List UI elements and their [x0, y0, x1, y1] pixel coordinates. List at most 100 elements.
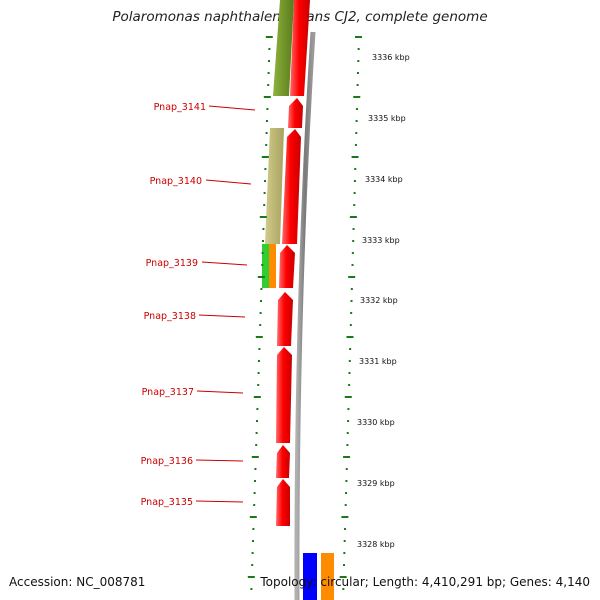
cog-block-orange — [269, 244, 276, 288]
left-tick — [263, 96, 271, 98]
right-tick — [351, 156, 359, 158]
right-tick — [346, 336, 354, 338]
right-tick — [355, 120, 358, 122]
right-tick — [356, 72, 359, 74]
gene-leader-line — [195, 459, 244, 462]
accession-label: Accession: NC_008781 — [9, 575, 146, 589]
right-tick — [355, 108, 358, 110]
left-tick — [263, 192, 266, 194]
right-tick — [349, 324, 352, 326]
tick-marks — [247, 36, 362, 590]
cog-block-orange-2 — [321, 553, 334, 600]
right-tick — [339, 576, 347, 578]
left-tick — [251, 552, 254, 554]
gene-label[interactable]: Pnap_3139 — [146, 258, 198, 269]
left-tick — [265, 132, 268, 134]
right-tick — [345, 492, 348, 494]
right-tick — [349, 348, 352, 350]
right-tick — [350, 288, 353, 290]
right-tick — [344, 528, 347, 530]
right-tick — [354, 144, 357, 146]
cds-arrow-top — [290, 0, 310, 96]
right-tick — [349, 216, 357, 218]
left-tick — [267, 84, 270, 86]
left-tick — [261, 156, 269, 158]
right-tick — [350, 312, 353, 314]
gene-label[interactable]: Pnap_3140 — [150, 176, 202, 187]
right-tick — [354, 36, 362, 38]
kbp-label-group: 3336 kbp 3335 kbp 3334 kbp 3333 kbp 3332 kbp… — [357, 53, 410, 549]
left-tick — [257, 384, 260, 386]
right-tick — [352, 240, 355, 242]
right-tick — [351, 264, 354, 266]
right-tick — [353, 96, 361, 98]
left-tick — [253, 492, 256, 494]
right-tick — [341, 516, 349, 518]
left-tick — [266, 108, 269, 110]
right-tick — [355, 132, 358, 134]
right-tick — [346, 432, 349, 434]
gene-leader-line — [196, 390, 244, 394]
left-tick — [249, 516, 257, 518]
right-tick — [343, 564, 346, 566]
right-tick — [353, 180, 356, 182]
left-tick — [252, 540, 254, 542]
left-tick — [255, 336, 263, 338]
left-tick — [267, 72, 270, 74]
left-tick — [261, 252, 264, 254]
kbp-label: 3333 kbp — [362, 236, 400, 245]
right-tick — [344, 504, 347, 506]
genome-backbone — [294, 31, 316, 600]
right-tick — [353, 204, 356, 206]
kbp-label: 3335 kbp — [368, 114, 406, 123]
gene-label[interactable]: Pnap_3135 — [141, 497, 193, 508]
right-tick — [342, 588, 345, 590]
left-tick — [251, 564, 254, 566]
gene-label[interactable]: Pnap_3136 — [141, 456, 193, 467]
cog-block-green — [262, 244, 269, 288]
left-tick — [260, 300, 262, 302]
right-tick — [347, 408, 350, 410]
left-tick — [257, 372, 260, 374]
right-tick — [344, 396, 352, 398]
right-tick — [348, 276, 356, 278]
right-tick — [343, 456, 351, 458]
right-tick — [354, 168, 357, 170]
right-tick — [351, 252, 354, 254]
left-tick — [257, 276, 265, 278]
left-tick — [255, 432, 258, 434]
right-tick — [348, 372, 351, 374]
right-tick — [352, 228, 355, 230]
gene-leader-line — [195, 500, 244, 503]
topology-label: Topology: circular; Length: 4,410,291 bp… — [260, 575, 590, 589]
left-tick — [252, 528, 255, 530]
cog-block-blue — [303, 553, 317, 600]
left-tick — [265, 144, 268, 146]
cds-arrow-3135 — [276, 479, 290, 526]
left-tick — [268, 60, 270, 62]
right-tick — [346, 444, 349, 446]
kbp-label: 3331 kbp — [359, 357, 397, 366]
left-tick — [262, 240, 264, 242]
gene-leader-line — [205, 179, 252, 185]
gene-leader-line — [208, 105, 256, 111]
cds-arrow-3137 — [276, 347, 292, 443]
left-tick — [253, 396, 261, 398]
left-tick — [258, 348, 261, 350]
left-tick — [260, 288, 263, 290]
left-tick — [262, 228, 265, 230]
left-tick — [251, 456, 259, 458]
left-tick — [268, 48, 271, 50]
gene-label[interactable]: Pnap_3138 — [144, 311, 196, 322]
left-tick — [264, 180, 266, 182]
kbp-label: 3334 kbp — [365, 175, 403, 184]
left-tick — [250, 588, 253, 590]
kbp-label: 3336 kbp — [372, 53, 410, 62]
right-tick — [357, 48, 360, 50]
gene-label[interactable]: Pnap_3137 — [142, 387, 194, 398]
left-tick — [254, 468, 257, 470]
left-tick — [253, 504, 256, 506]
left-tick — [264, 168, 267, 170]
gene-label[interactable]: Pnap_3141 — [154, 102, 206, 113]
